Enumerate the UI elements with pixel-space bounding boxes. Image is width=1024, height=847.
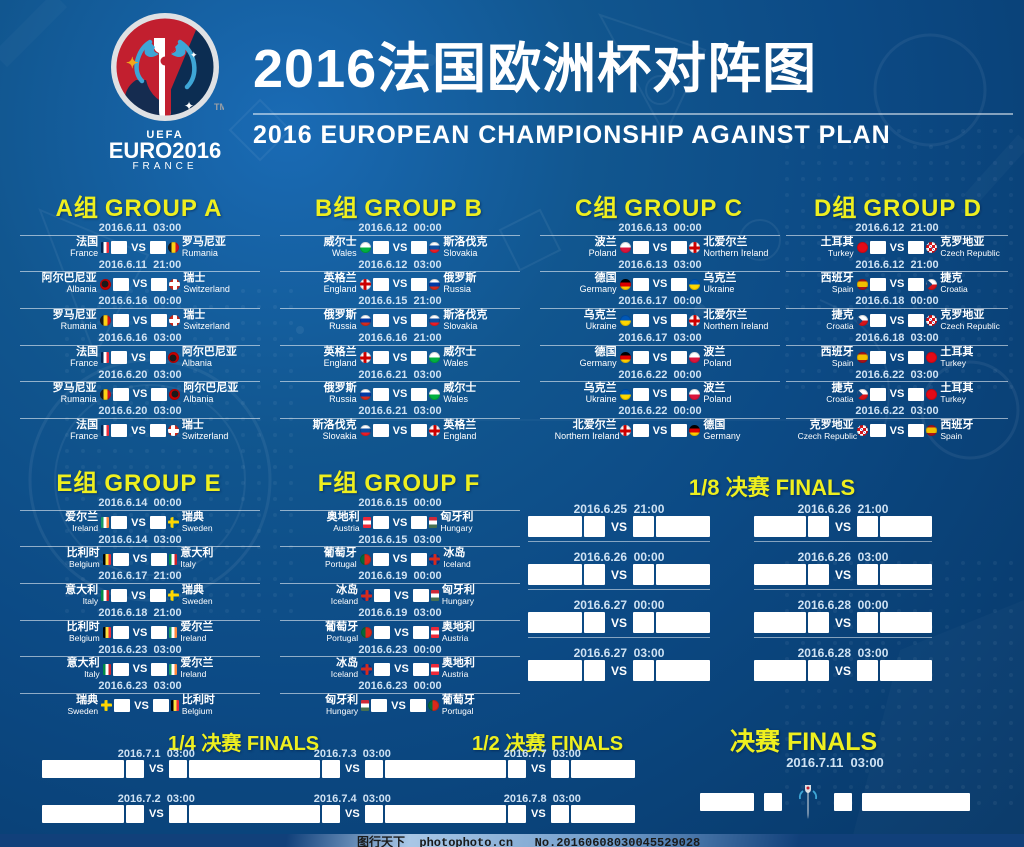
svg-text:✦: ✦ xyxy=(190,50,198,60)
svg-text:TM: TM xyxy=(214,102,224,112)
svg-text:✦: ✦ xyxy=(126,55,139,72)
